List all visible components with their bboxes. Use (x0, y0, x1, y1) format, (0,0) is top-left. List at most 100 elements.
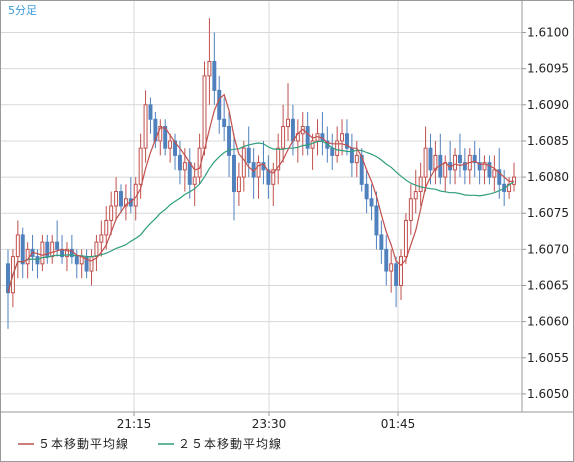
y-tick-label: 1.6085 (527, 134, 569, 148)
candle-down (305, 125, 310, 149)
candle-down (45, 241, 50, 258)
candle-up (399, 256, 403, 287)
candle-down (477, 162, 482, 171)
y-tick-label: 1.6080 (527, 170, 569, 184)
candle-down (462, 162, 467, 171)
candle-down (246, 147, 251, 164)
candle-up (138, 147, 143, 185)
x-tick-label: 21:15 (117, 417, 152, 431)
candle-down (344, 133, 349, 149)
candle-down (212, 60, 217, 91)
candle-down (163, 125, 168, 149)
candle-down (457, 154, 462, 164)
candle-down (349, 147, 354, 164)
candle-down (148, 104, 153, 120)
candle-down (330, 147, 335, 156)
plot-area (0, 0, 522, 412)
candle-up (281, 125, 286, 149)
candle-up (123, 198, 128, 207)
y-tick-label: 1.6095 (527, 62, 569, 76)
y-tick-label: 1.6075 (527, 206, 569, 220)
candle-up (109, 205, 114, 221)
candle-down (20, 234, 25, 265)
candle-down (394, 263, 399, 287)
candle-up (202, 75, 207, 149)
candle-down (217, 89, 222, 120)
candle-up (403, 219, 408, 258)
candle-down (369, 198, 374, 207)
candle-down (55, 241, 60, 250)
candle-down (290, 118, 295, 142)
candle-up (114, 191, 119, 207)
candle-down (69, 248, 74, 258)
moving-average-lines (7, 93, 515, 293)
grid (0, 0, 526, 416)
x-tick-label: 23:30 (252, 417, 287, 431)
candle-up (241, 147, 246, 178)
ma25-line (7, 140, 515, 293)
candle-down (74, 256, 79, 265)
x-tick-label: 01:45 (381, 417, 416, 431)
timeframe-label: 5分足 (8, 4, 37, 17)
candle-down (232, 154, 236, 193)
candle-down (187, 162, 192, 185)
candle-up (340, 133, 345, 142)
candle-up (256, 162, 261, 178)
candle-up (310, 140, 315, 149)
candle-up (15, 234, 20, 258)
candle-up (64, 248, 69, 258)
candle-up (354, 154, 359, 164)
legend-label: ２５本移動平均線 (178, 436, 282, 451)
candle-up (207, 60, 212, 77)
candle-down (222, 118, 227, 127)
candle-down (364, 183, 369, 200)
candle-up (335, 140, 340, 156)
candle-up (236, 176, 241, 193)
candle-down (384, 248, 389, 272)
candle-up (418, 176, 423, 193)
candle-up (104, 219, 109, 236)
candle-up (276, 147, 281, 171)
y-tick-label: 1.6060 (527, 315, 569, 329)
candle-up (50, 241, 55, 258)
candle-up (423, 147, 428, 178)
y-tick-label: 1.6050 (527, 387, 569, 401)
y-axis-labels: 1.6100 1.6095 1.6090 1.6085 1.6080 1.6075 1.60… (527, 26, 569, 401)
y-tick-label: 1.6055 (527, 351, 569, 365)
y-tick-label: 1.6100 (527, 26, 569, 40)
candle-up (286, 118, 290, 127)
candle-up (443, 162, 448, 178)
x-axis-labels: 21:15 23:30 01:45 (117, 417, 416, 431)
candle-down (173, 140, 178, 156)
candle-down (119, 191, 123, 207)
candle-up (512, 176, 516, 185)
candle-up (389, 263, 394, 272)
candle-up (143, 104, 148, 149)
ma5-line (7, 93, 514, 293)
legend-label: ５本移動平均線 (38, 436, 129, 451)
legend: ５本移動平均線 ２５本移動平均線 (18, 436, 282, 451)
y-tick-label: 1.6065 (527, 279, 569, 293)
candle-down (379, 234, 384, 250)
candle-up (433, 154, 438, 171)
candle-down (266, 169, 271, 185)
candle-down (487, 162, 492, 178)
candle-up (182, 162, 187, 171)
candle-up (453, 154, 458, 171)
candle-up (168, 140, 173, 149)
candle-down (227, 125, 232, 156)
candle-up (271, 169, 276, 185)
candle-down (497, 169, 502, 185)
candle-up (99, 234, 104, 243)
y-tick-label: 1.6070 (527, 242, 569, 256)
candle-up (482, 162, 487, 171)
candle-up (492, 169, 497, 178)
candle-down (177, 154, 182, 171)
candle-down (472, 154, 477, 164)
candle-up (158, 125, 163, 142)
candle-up (25, 248, 30, 265)
candle-up (192, 176, 197, 185)
candle-up (408, 198, 413, 221)
y-tick-label: 1.6090 (527, 98, 569, 112)
candle-up (40, 241, 45, 265)
